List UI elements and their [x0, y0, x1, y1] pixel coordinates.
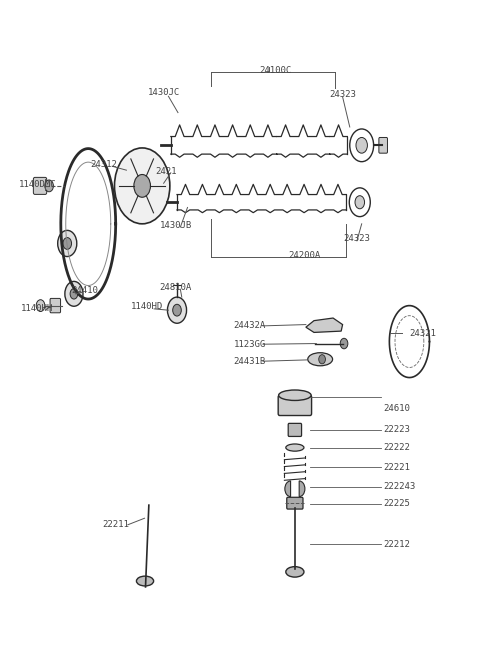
FancyBboxPatch shape — [34, 177, 47, 194]
FancyBboxPatch shape — [287, 497, 303, 509]
Circle shape — [45, 180, 53, 192]
Text: 2421: 2421 — [156, 167, 177, 176]
Ellipse shape — [136, 576, 154, 586]
Text: 22222: 22222 — [383, 443, 410, 452]
Circle shape — [63, 238, 72, 250]
Text: 1140HH: 1140HH — [21, 304, 53, 313]
FancyBboxPatch shape — [50, 298, 60, 313]
Text: 222243: 222243 — [383, 482, 415, 491]
Text: 24323: 24323 — [344, 234, 371, 242]
Text: 24410: 24410 — [72, 286, 98, 295]
FancyBboxPatch shape — [379, 137, 387, 153]
Polygon shape — [306, 318, 343, 332]
Text: 22223: 22223 — [383, 425, 410, 434]
Wedge shape — [299, 481, 305, 497]
Text: 24200A: 24200A — [288, 251, 321, 260]
Circle shape — [340, 338, 348, 349]
Text: 24100C: 24100C — [260, 66, 292, 75]
Circle shape — [115, 148, 170, 224]
Text: 24321: 24321 — [409, 328, 436, 338]
Circle shape — [65, 281, 83, 306]
Ellipse shape — [279, 390, 311, 401]
Text: 1123GG: 1123GG — [233, 340, 265, 349]
Text: 24810A: 24810A — [159, 283, 192, 292]
Circle shape — [134, 175, 150, 197]
Text: 1430JB: 1430JB — [159, 221, 192, 230]
Circle shape — [355, 196, 364, 209]
Text: 22225: 22225 — [383, 499, 410, 509]
FancyBboxPatch shape — [288, 423, 301, 436]
Text: 24431B: 24431B — [233, 357, 265, 367]
Circle shape — [173, 304, 181, 316]
Wedge shape — [285, 481, 290, 497]
Text: 22212: 22212 — [383, 540, 410, 549]
Circle shape — [319, 355, 325, 364]
Text: 22211: 22211 — [103, 520, 129, 530]
Circle shape — [356, 137, 367, 153]
Circle shape — [168, 297, 187, 323]
Ellipse shape — [308, 353, 333, 366]
Text: 24323: 24323 — [329, 90, 356, 99]
Circle shape — [58, 231, 77, 256]
Ellipse shape — [286, 566, 304, 577]
Text: 1140HD: 1140HD — [131, 302, 163, 311]
Text: 24312: 24312 — [91, 160, 118, 170]
Text: 1430JC: 1430JC — [147, 89, 180, 97]
Text: 24610: 24610 — [383, 404, 410, 413]
Circle shape — [36, 300, 45, 311]
Ellipse shape — [286, 444, 304, 451]
FancyBboxPatch shape — [278, 396, 312, 415]
Text: 22221: 22221 — [383, 463, 410, 472]
Text: 24432A: 24432A — [233, 321, 265, 330]
Circle shape — [70, 288, 78, 299]
Text: 1140DMC: 1140DMC — [18, 180, 56, 189]
